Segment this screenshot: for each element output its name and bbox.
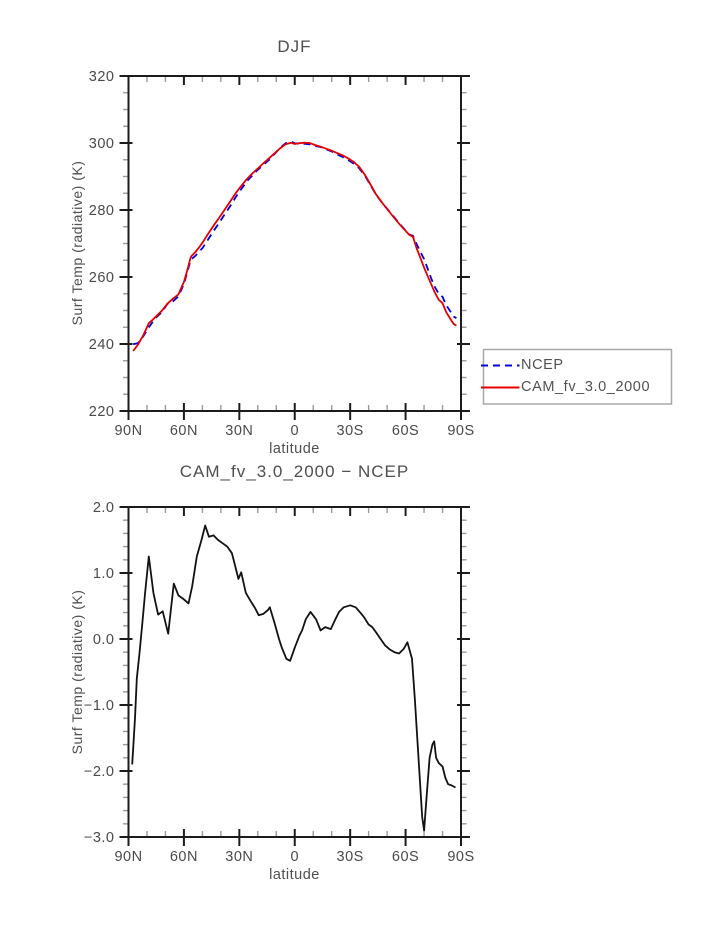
top-chart-frame <box>127 75 462 412</box>
top-chart-x-tick-label: 0 <box>290 423 299 439</box>
diff-chart-frame <box>127 506 462 838</box>
top-chart-y-tick-label: 320 <box>89 69 115 85</box>
top-chart-xlabel: latitude <box>269 441 320 457</box>
top-chart-y-tick-label: 260 <box>89 270 115 286</box>
top-chart-x-tick-label: 90N <box>114 423 142 439</box>
diff-chart-x-tick-label: 60N <box>170 849 198 865</box>
diff-chart-y-tick-label: 0.0 <box>93 632 115 648</box>
diff-chart-x-tick-label: 30S <box>337 849 364 865</box>
legend-label-ncep: NCEP <box>521 357 564 373</box>
diff-chart-x-tick-label: 90S <box>447 849 474 865</box>
top-chart-series-line-1 <box>132 141 457 352</box>
top-chart-ylabel: Surf Temp (radiative) (K) <box>69 160 85 326</box>
top-chart-y-tick-label: 240 <box>89 337 115 353</box>
diff-chart-y-tick-label: −1.0 <box>84 698 115 714</box>
top-chart-x-tick-label: 30N <box>225 423 253 439</box>
top-chart-x-tick-label: 30S <box>337 423 364 439</box>
top-chart-x-tick-label: 60S <box>392 423 419 439</box>
diff-chart-x-tick-label: 60S <box>392 849 419 865</box>
top-chart-x-tick-label: 90S <box>447 423 474 439</box>
diff-chart-y-tick-label: −2.0 <box>84 764 115 780</box>
top-chart-y-tick-label: 220 <box>89 404 115 420</box>
top-chart-x-tick-label: 60N <box>170 423 198 439</box>
top-chart-y-tick-label: 280 <box>89 203 115 219</box>
top-chart-title: DJF <box>277 37 312 56</box>
diff-chart-x-tick-label: 0 <box>290 849 299 865</box>
legend-label-cam: CAM_fv_3.0_2000 <box>521 379 651 395</box>
diff-chart-y-tick-label: 2.0 <box>93 500 115 516</box>
top-chart-y-tick-label: 300 <box>89 136 115 152</box>
legend-box <box>482 348 673 405</box>
diff-chart-x-tick-label: 90N <box>114 849 142 865</box>
diff-chart-title: CAM_fv_3.0_2000 − NCEP <box>179 462 410 481</box>
diff-chart-series-line-0 <box>131 524 456 832</box>
diff-chart-y-tick-label: −3.0 <box>84 830 115 846</box>
diff-chart-y-tick-label: 1.0 <box>93 566 115 582</box>
diff-chart-x-tick-label: 30N <box>225 849 253 865</box>
diff-chart-xlabel: latitude <box>269 867 320 883</box>
diff-chart-ylabel: Surf Temp (radiative) (K) <box>69 589 85 755</box>
top-chart-series-line-0 <box>132 140 457 346</box>
